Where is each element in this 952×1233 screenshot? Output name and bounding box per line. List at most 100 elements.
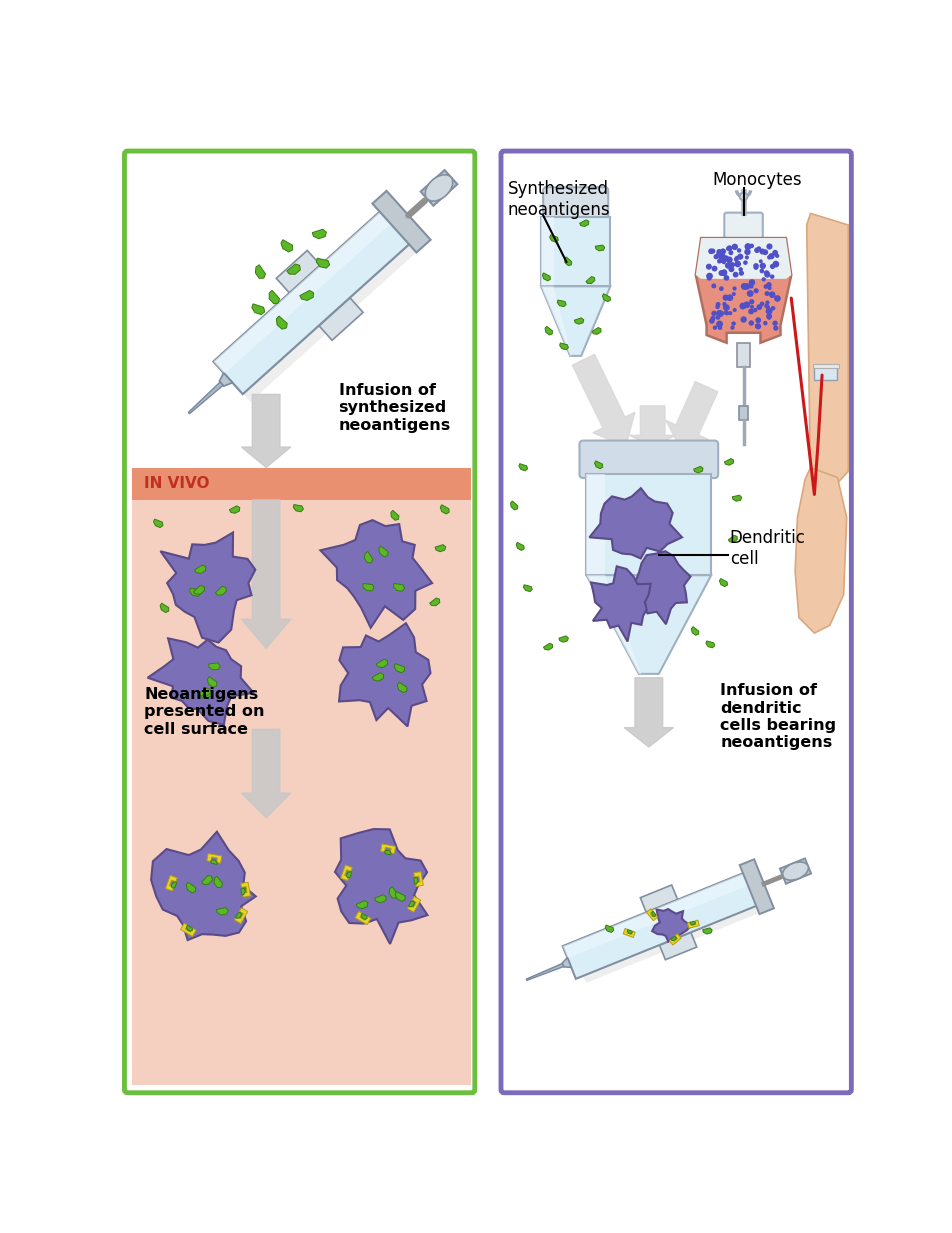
Polygon shape (214, 877, 223, 888)
Circle shape (748, 308, 754, 314)
Circle shape (757, 305, 763, 309)
Text: Dendritic
cell: Dendritic cell (729, 529, 805, 567)
Polygon shape (573, 877, 768, 983)
Circle shape (768, 253, 775, 259)
Circle shape (764, 250, 767, 255)
Text: Monocytes: Monocytes (713, 171, 803, 189)
Polygon shape (397, 682, 407, 693)
Circle shape (769, 291, 776, 298)
Circle shape (739, 270, 744, 276)
Circle shape (717, 311, 721, 316)
Polygon shape (652, 911, 656, 916)
Polygon shape (255, 265, 266, 279)
Polygon shape (216, 907, 228, 915)
Circle shape (743, 285, 747, 290)
Circle shape (717, 259, 722, 264)
Circle shape (740, 192, 747, 200)
Circle shape (755, 317, 762, 323)
Circle shape (737, 254, 744, 260)
Circle shape (750, 305, 754, 308)
Polygon shape (372, 673, 384, 681)
Circle shape (760, 263, 766, 269)
Polygon shape (559, 636, 568, 642)
Circle shape (766, 313, 772, 319)
Circle shape (716, 309, 723, 316)
Polygon shape (391, 510, 399, 520)
Polygon shape (687, 920, 700, 928)
Bar (813, 364, 839, 369)
Circle shape (744, 301, 750, 308)
Circle shape (741, 317, 747, 323)
FancyBboxPatch shape (125, 150, 475, 1092)
Polygon shape (213, 210, 411, 395)
Circle shape (713, 326, 717, 330)
Polygon shape (241, 883, 250, 898)
Polygon shape (557, 300, 566, 307)
Circle shape (716, 321, 723, 328)
Polygon shape (806, 213, 848, 493)
Bar (739, 406, 748, 419)
Polygon shape (151, 832, 256, 940)
Polygon shape (316, 258, 329, 268)
Circle shape (719, 286, 724, 291)
Polygon shape (321, 520, 432, 628)
Polygon shape (732, 496, 742, 501)
Polygon shape (652, 909, 691, 942)
Polygon shape (339, 623, 430, 726)
Circle shape (723, 295, 729, 301)
Circle shape (767, 316, 771, 319)
Circle shape (719, 255, 724, 260)
Circle shape (771, 306, 775, 311)
Circle shape (737, 248, 742, 253)
FancyBboxPatch shape (501, 150, 851, 1092)
Circle shape (710, 249, 715, 254)
Polygon shape (724, 459, 734, 465)
Polygon shape (276, 250, 321, 293)
Circle shape (733, 308, 737, 312)
Bar (586, 475, 605, 576)
Circle shape (721, 258, 725, 263)
Circle shape (760, 249, 765, 254)
Circle shape (708, 248, 714, 254)
Polygon shape (563, 873, 758, 979)
Circle shape (754, 248, 760, 253)
Polygon shape (408, 901, 414, 907)
Circle shape (734, 260, 741, 268)
Polygon shape (440, 504, 449, 514)
Circle shape (766, 282, 772, 287)
Circle shape (728, 264, 733, 269)
Text: IN VIVO: IN VIVO (145, 476, 210, 491)
Polygon shape (181, 924, 196, 937)
Polygon shape (385, 850, 391, 854)
Polygon shape (160, 603, 169, 613)
Circle shape (769, 292, 773, 296)
Circle shape (759, 259, 763, 264)
Circle shape (726, 256, 733, 263)
Circle shape (760, 269, 764, 274)
Polygon shape (669, 933, 682, 944)
Polygon shape (356, 900, 367, 909)
Polygon shape (281, 239, 292, 252)
Polygon shape (207, 853, 222, 863)
Circle shape (721, 270, 727, 276)
Polygon shape (395, 891, 406, 901)
Polygon shape (241, 888, 246, 895)
Polygon shape (519, 464, 527, 471)
Polygon shape (780, 858, 811, 884)
Circle shape (728, 311, 732, 316)
Bar (814, 367, 838, 380)
Polygon shape (414, 878, 418, 884)
Polygon shape (389, 887, 398, 898)
Polygon shape (549, 236, 558, 242)
Polygon shape (524, 584, 532, 592)
Polygon shape (188, 382, 223, 414)
Circle shape (755, 323, 759, 328)
Circle shape (712, 265, 718, 271)
Polygon shape (187, 925, 192, 931)
Polygon shape (252, 303, 265, 314)
Polygon shape (199, 688, 210, 697)
Circle shape (772, 321, 778, 326)
Polygon shape (740, 859, 774, 914)
Circle shape (719, 254, 724, 259)
Polygon shape (355, 911, 370, 925)
